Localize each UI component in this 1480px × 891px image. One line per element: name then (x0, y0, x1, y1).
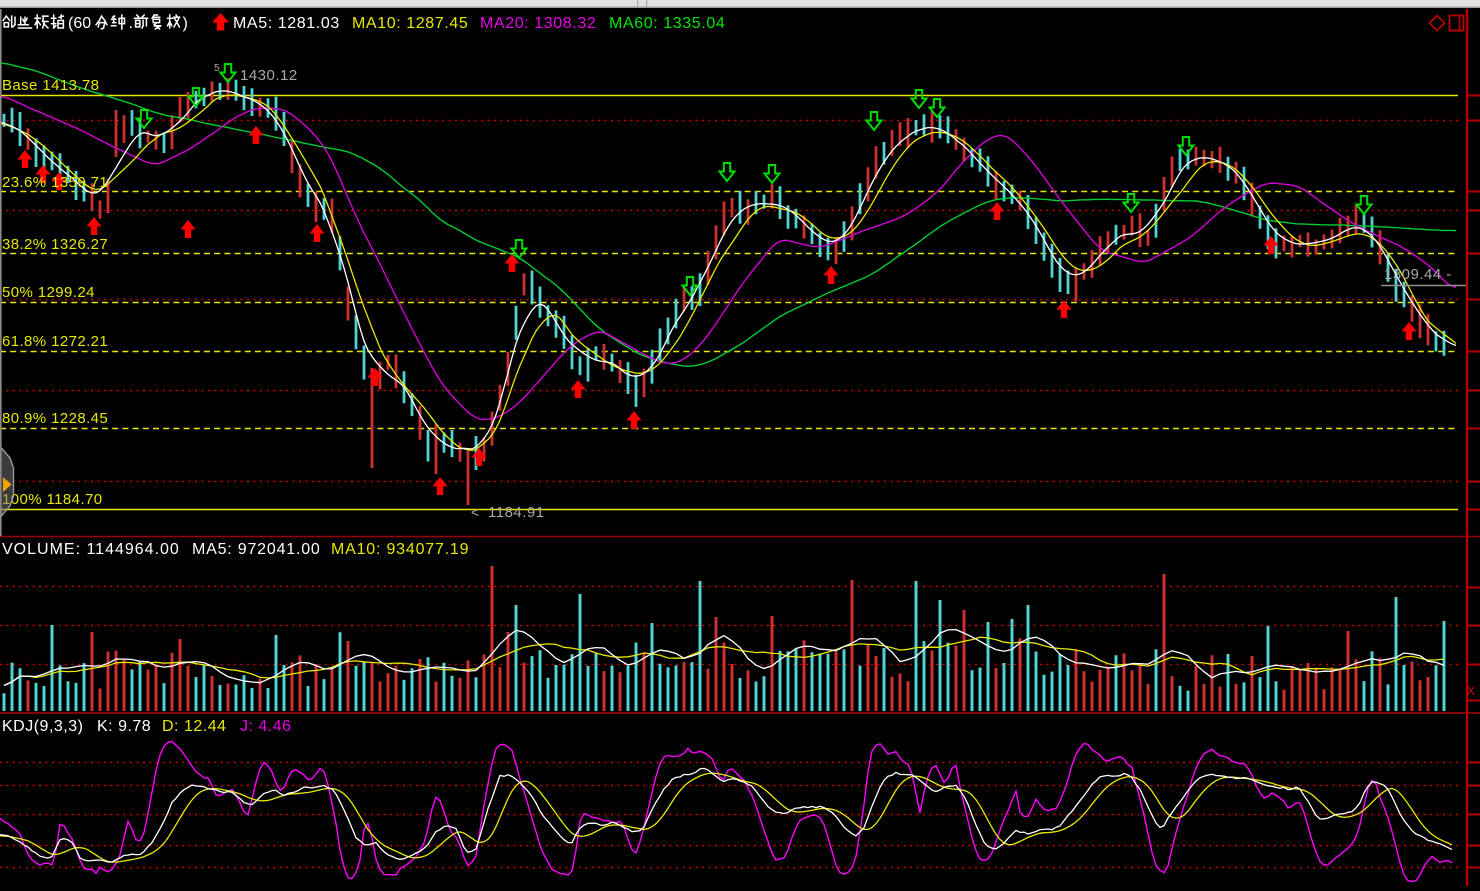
svg-text:J: 4.46: J: 4.46 (240, 718, 292, 735)
svg-text:MA10: 934077.19: MA10: 934077.19 (331, 541, 469, 558)
svg-text:50% 1299.24: 50% 1299.24 (2, 284, 95, 301)
svg-text:VOLUME: 1144964.00: VOLUME: 1144964.00 (2, 541, 180, 558)
svg-text:.: . (129, 15, 133, 32)
svg-text:X: X (1467, 684, 1475, 698)
svg-text:MA5: 972041.00: MA5: 972041.00 (192, 541, 321, 558)
svg-text:<: < (471, 504, 479, 520)
svg-text:1430.12: 1430.12 (240, 67, 298, 84)
svg-text:MA20: 1308.32: MA20: 1308.32 (480, 15, 596, 32)
svg-text:80.9% 1228.45: 80.9% 1228.45 (2, 410, 108, 427)
svg-text:(60: (60 (68, 15, 91, 32)
svg-text:100% 1184.70: 100% 1184.70 (2, 491, 102, 508)
svg-text:D: 12.44: D: 12.44 (162, 718, 226, 735)
svg-text:MA10: 1287.45: MA10: 1287.45 (352, 15, 468, 32)
svg-text:61.8% 1272.21: 61.8% 1272.21 (2, 333, 108, 350)
svg-text:5: 5 (214, 63, 220, 74)
svg-text:MA5: 1281.03: MA5: 1281.03 (233, 15, 340, 32)
svg-text:38.2% 1326.27: 38.2% 1326.27 (2, 236, 108, 253)
svg-text:Base 1413.78: Base 1413.78 (2, 77, 99, 94)
svg-text:): ) (183, 15, 188, 32)
svg-text:1309.44 -: 1309.44 - (1384, 266, 1452, 283)
svg-text:KDJ(9,3,3): KDJ(9,3,3) (2, 718, 83, 735)
svg-text:K: 9.78: K: 9.78 (97, 718, 151, 735)
svg-text:23.6% 1359.71: 23.6% 1359.71 (2, 174, 108, 191)
svg-text:MA60: 1335.04: MA60: 1335.04 (609, 15, 725, 32)
svg-text:1184.91: 1184.91 (488, 504, 545, 521)
